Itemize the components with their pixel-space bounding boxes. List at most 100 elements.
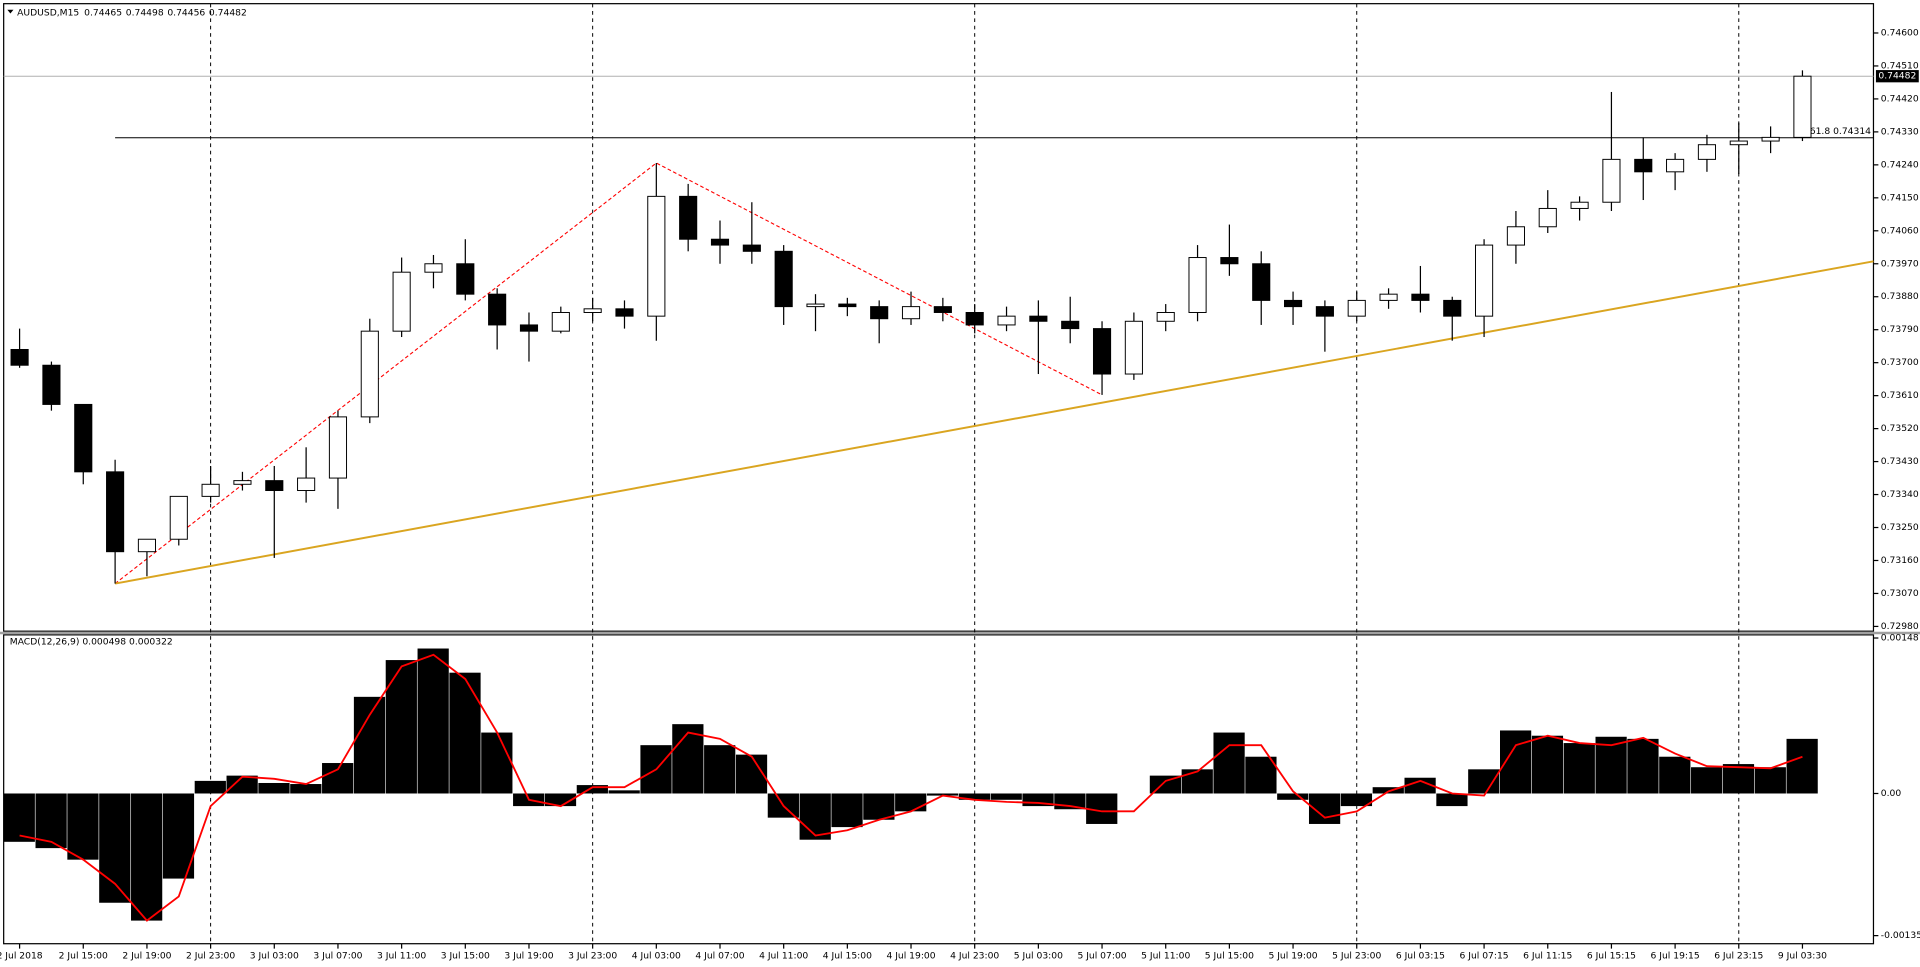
macd-bar (672, 724, 704, 794)
x-tick-label: 4 Jul 15:00 (823, 950, 872, 961)
candle-body (1666, 158, 1685, 173)
candle-body (1761, 136, 1780, 142)
price-panel-frame (3, 3, 1875, 632)
macd-bar (1468, 769, 1500, 794)
macd-title: MACD(12,26,9) 0.000498 0.000322 (10, 637, 173, 648)
header-value: 0.74456 (167, 7, 205, 18)
x-tick-label: 5 Jul 15:00 (1205, 950, 1254, 961)
candle-body (1347, 299, 1366, 317)
x-tick-label: 5 Jul 23:00 (1332, 950, 1381, 961)
x-tick-label: 6 Jul 07:15 (1460, 950, 1509, 961)
x-tick-label: 5 Jul 19:00 (1268, 950, 1317, 961)
macd-bar (1563, 743, 1595, 794)
macd-bar (481, 732, 513, 794)
x-tick-label: 6 Jul 15:15 (1587, 950, 1636, 961)
candle-body (201, 483, 220, 497)
y-tick-label: 0.73880 (1881, 291, 1919, 302)
candle-body (615, 308, 634, 317)
macd-bar (99, 793, 131, 903)
macd-bar (1627, 738, 1659, 794)
macd-bar (449, 672, 481, 794)
macd-bar (1404, 777, 1436, 794)
y-tick-label: -0.001353 (1881, 930, 1920, 941)
header-value: 0.74465 (84, 7, 122, 18)
candle-body (1634, 158, 1653, 173)
x-tick-label: 3 Jul 23:00 (568, 950, 617, 961)
macd-bar (1372, 787, 1404, 794)
macd-bar (258, 782, 290, 794)
macd-bar (3, 793, 35, 842)
macd-bar (1213, 732, 1245, 794)
symbol-menu-arrow[interactable] (7, 9, 14, 14)
chart-title: AUDUSD,M15 (17, 7, 79, 18)
y-tick-label: 0.73340 (1881, 489, 1919, 500)
header-value: 0.74482 (209, 7, 247, 18)
bid-label-box (1875, 70, 1919, 83)
y-tick-label: 0.73430 (1881, 456, 1919, 467)
x-tick-label: 3 Jul 07:00 (313, 950, 362, 961)
x-tick-label: 3 Jul 11:00 (377, 950, 426, 961)
candle-body (679, 195, 698, 240)
candle-body (297, 477, 316, 492)
candle-body (169, 495, 188, 540)
y-tick-label: 0.74150 (1881, 192, 1919, 203)
candle-body (1475, 244, 1494, 317)
candle-body (328, 416, 348, 479)
candle-body (933, 306, 952, 313)
macd-bar (1786, 738, 1818, 794)
y-tick-label: 0.74240 (1881, 159, 1919, 170)
y-tick-label: 0.74600 (1881, 27, 1919, 38)
candle-body (870, 306, 889, 320)
zigzag-line (114, 162, 1103, 584)
x-tick-label: 2 Jul 19:00 (122, 950, 171, 961)
candle-body (1602, 158, 1621, 203)
macd-bar (322, 763, 354, 794)
candle-body (265, 480, 284, 492)
x-tick-label: 2 Jul 23:00 (186, 950, 235, 961)
y-tick-label: 0.74420 (1881, 93, 1919, 104)
candle-body (42, 364, 61, 405)
macd-bar (1245, 756, 1277, 794)
candle-body (1220, 257, 1239, 265)
header-value: 0.74498 (126, 7, 164, 18)
y-tick-label: 0.00 (1881, 788, 1902, 799)
candle-body (1252, 263, 1271, 301)
macd-bar (1722, 764, 1755, 794)
candle-body (392, 271, 411, 332)
fe-level-label: FE 61.8 0.74314 (1796, 126, 1871, 137)
candle-body (1029, 315, 1048, 322)
x-tick-label: 4 Jul 07:00 (695, 950, 744, 961)
candle-body (1793, 75, 1812, 138)
candle-body (774, 250, 793, 308)
candle-body (1506, 226, 1525, 246)
macd-bar (162, 793, 195, 879)
macd-bar (544, 793, 577, 807)
x-tick-label: 6 Jul 03:15 (1396, 950, 1445, 961)
y-tick-label: 0.74330 (1881, 126, 1919, 137)
x-tick-label: 2 Jul 15:00 (59, 950, 108, 961)
candle-body (233, 480, 252, 485)
candle-body (1570, 201, 1589, 209)
candle-body (583, 308, 602, 313)
macd-bar (226, 775, 258, 794)
y-tick-label: 0.73520 (1881, 423, 1919, 434)
candle-body (1156, 311, 1175, 322)
candle-body (1697, 144, 1716, 160)
candle-body (360, 330, 379, 418)
x-tick-label: 6 Jul 19:15 (1651, 950, 1700, 961)
macd-bar (385, 660, 417, 794)
macd-bar (608, 790, 640, 794)
macd-bar (576, 785, 608, 794)
macd-bar (1754, 767, 1786, 794)
candle-body (1379, 293, 1398, 301)
macd-bar (958, 793, 990, 800)
candle-body (1124, 320, 1143, 375)
macd-bar (1595, 736, 1627, 794)
candle-body (551, 311, 570, 332)
candle-body (806, 303, 825, 308)
x-tick-label: 6 Jul 23:15 (1714, 950, 1763, 961)
x-tick-label: 4 Jul 11:00 (759, 950, 808, 961)
x-tick-label: 5 Jul 07:00 (1077, 950, 1126, 961)
